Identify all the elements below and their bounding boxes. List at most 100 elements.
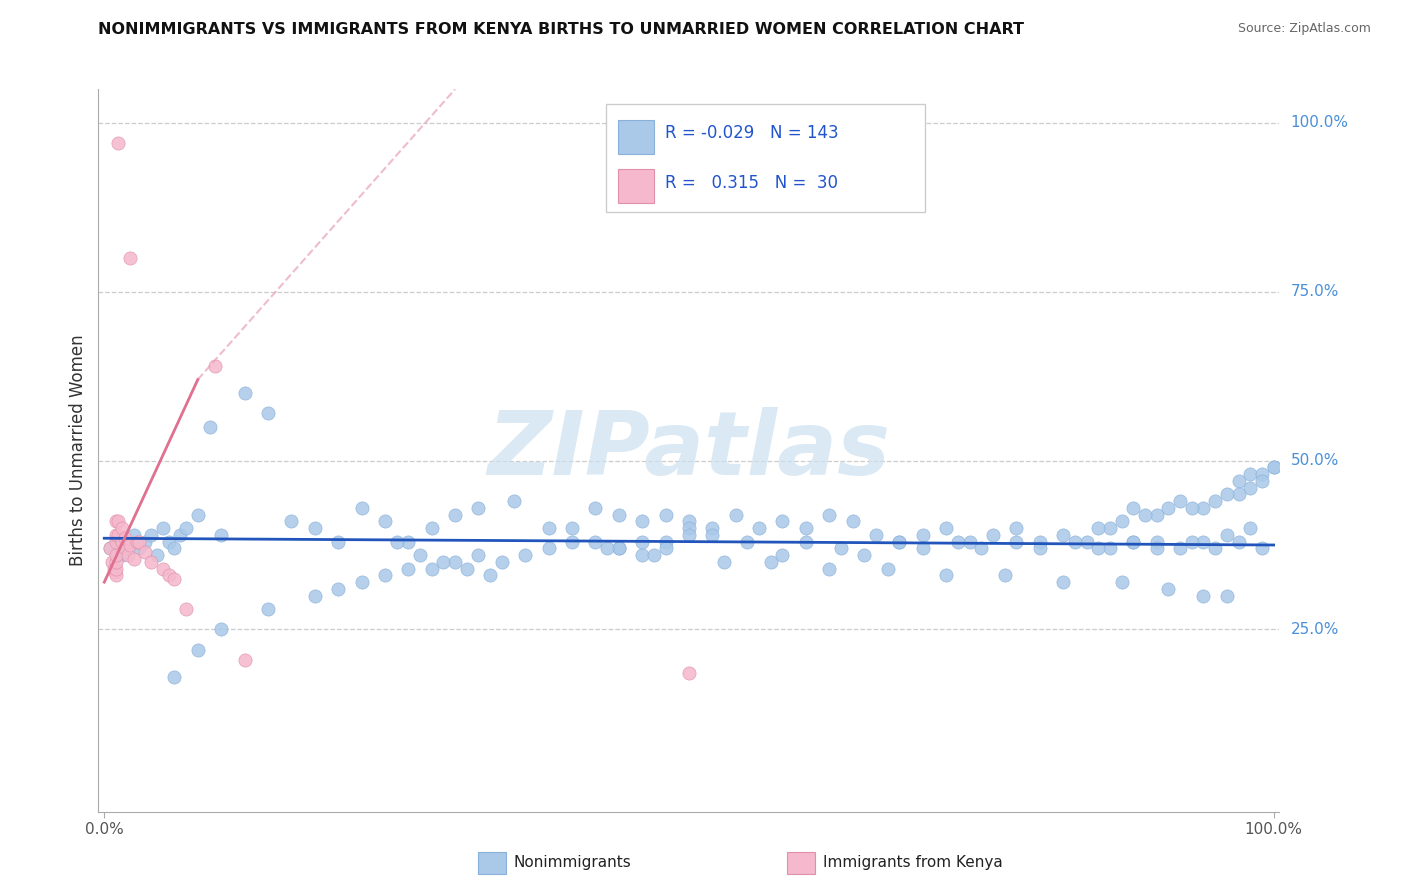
Point — [209, 528, 232, 542]
Point — [876, 561, 898, 575]
Y-axis label: Births to Unmarried Women: Births to Unmarried Women — [69, 334, 87, 566]
Point — [104, 568, 127, 582]
Point — [946, 534, 969, 549]
Text: Immigrants from Kenya: Immigrants from Kenya — [823, 855, 1002, 870]
Point — [157, 534, 180, 549]
Text: R =   0.315   N =  30: R = 0.315 N = 30 — [665, 174, 838, 192]
Point — [104, 534, 127, 549]
Point — [479, 568, 502, 582]
Point — [1168, 541, 1191, 556]
Point — [515, 548, 537, 562]
Point — [98, 541, 121, 556]
Point — [702, 521, 724, 535]
Point — [1122, 500, 1144, 515]
Point — [748, 521, 770, 535]
Point — [409, 548, 432, 562]
Point — [114, 531, 136, 545]
Point — [1076, 534, 1098, 549]
Point — [104, 534, 127, 549]
Point — [772, 514, 794, 528]
Point — [1227, 474, 1250, 488]
Point — [678, 521, 700, 535]
Point — [111, 548, 134, 562]
Point — [420, 521, 443, 535]
Point — [1029, 534, 1052, 549]
Point — [959, 534, 981, 549]
Point — [1216, 528, 1239, 542]
Point — [1181, 500, 1204, 515]
Point — [444, 508, 467, 522]
Point — [1192, 500, 1215, 515]
Text: 75.0%: 75.0% — [1291, 285, 1339, 300]
Point — [169, 528, 191, 542]
Point — [134, 545, 156, 559]
Point — [233, 386, 256, 401]
Point — [1216, 589, 1239, 603]
Point — [326, 582, 349, 596]
Point — [1216, 487, 1239, 501]
Point — [702, 528, 724, 542]
Point — [654, 534, 676, 549]
Point — [1087, 541, 1109, 556]
Point — [654, 541, 676, 556]
Point — [204, 359, 226, 373]
Point — [385, 534, 408, 549]
Point — [125, 534, 148, 549]
Point — [1005, 534, 1028, 549]
Point — [146, 548, 169, 562]
Point — [1239, 521, 1261, 535]
Point — [889, 534, 911, 549]
Point — [970, 541, 993, 556]
Point — [1251, 474, 1274, 488]
Point — [596, 541, 619, 556]
Point — [1239, 481, 1261, 495]
Text: 50.0%: 50.0% — [1291, 453, 1339, 468]
Point — [198, 420, 221, 434]
Text: R = -0.029   N = 143: R = -0.029 N = 143 — [665, 124, 839, 142]
Point — [713, 555, 735, 569]
Point — [794, 521, 817, 535]
Point — [1122, 534, 1144, 549]
Point — [491, 555, 513, 569]
Point — [104, 548, 127, 562]
Point — [107, 514, 129, 528]
Point — [841, 514, 863, 528]
Point — [911, 528, 934, 542]
Point — [502, 494, 524, 508]
Point — [737, 534, 759, 549]
Point — [724, 508, 747, 522]
Point — [304, 521, 326, 535]
Point — [163, 541, 186, 556]
Point — [853, 548, 876, 562]
Point — [174, 602, 197, 616]
Point — [583, 500, 606, 515]
Text: 25.0%: 25.0% — [1291, 622, 1339, 637]
Point — [1146, 508, 1168, 522]
Point — [396, 534, 419, 549]
Point — [583, 534, 606, 549]
Point — [1239, 467, 1261, 481]
Point — [350, 575, 373, 590]
Point — [1157, 500, 1180, 515]
Point — [117, 548, 139, 562]
Point — [1146, 541, 1168, 556]
Point — [187, 642, 209, 657]
Text: Source: ZipAtlas.com: Source: ZipAtlas.com — [1237, 22, 1371, 36]
Point — [374, 514, 396, 528]
Point — [678, 514, 700, 528]
Point — [163, 572, 186, 586]
Point — [1098, 521, 1121, 535]
Point — [1263, 460, 1285, 475]
Point — [935, 521, 957, 535]
Point — [128, 541, 150, 556]
Point — [865, 528, 887, 542]
Point — [456, 561, 478, 575]
Point — [1251, 467, 1274, 481]
Point — [1111, 575, 1133, 590]
Point — [111, 534, 134, 549]
Point — [607, 541, 630, 556]
Point — [104, 514, 127, 528]
Point — [889, 534, 911, 549]
Point — [117, 534, 139, 549]
Point — [561, 534, 583, 549]
